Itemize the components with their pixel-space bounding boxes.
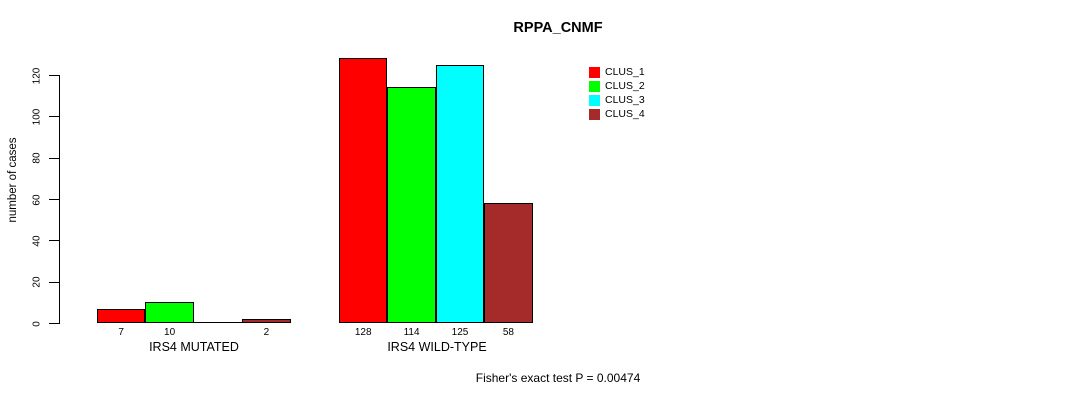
legend-swatch-clus-4-icon <box>589 108 600 120</box>
y-axis-tick-label: 80 <box>31 152 43 164</box>
bar-value-label: 10 <box>164 327 176 338</box>
y-axis-line <box>59 75 60 324</box>
bar-clus-1-irs4-mutated <box>97 308 146 323</box>
y-axis-tick <box>49 281 59 283</box>
y-axis-tick <box>49 199 59 200</box>
bar-value-label: 128 <box>354 327 372 338</box>
bar-value-label: 58 <box>502 327 514 338</box>
bar-clus-2-irs4-wild-type <box>387 87 436 323</box>
y-axis-tick <box>49 323 59 324</box>
legend-label-clus-2: CLUS_2 <box>605 80 645 92</box>
y-axis-tick-label: 40 <box>31 235 43 247</box>
bar-value-label: 2 <box>263 327 270 338</box>
legend-swatch-clus-2-icon <box>589 80 600 92</box>
legend-label-clus-4: CLUS_4 <box>605 108 645 120</box>
bar-value-label: 7 <box>118 327 124 338</box>
bar-clus-4-irs4-mutated <box>242 318 291 323</box>
x-group-label-mutated: IRS4 MUTATED <box>149 340 239 354</box>
bar-clus-3-irs4-wild-type <box>435 64 485 323</box>
y-axis-tick-label: 60 <box>31 193 43 206</box>
y-axis-tick-label: 100 <box>31 108 43 126</box>
bar-value-label: 114 <box>403 327 420 338</box>
y-axis-tick <box>49 157 59 159</box>
bar-clus-3-irs4-mutated-zero <box>193 322 243 323</box>
bar-clus-1-irs4-wild-type <box>339 58 388 323</box>
y-axis-tick-label: 0 <box>31 320 43 327</box>
legend-item-clus-3: CLUS_3 <box>589 93 645 107</box>
y-axis-tick <box>49 240 59 242</box>
legend-swatch-clus-3-icon <box>589 94 600 106</box>
bar-value-label: 125 <box>451 327 469 338</box>
legend-swatch-clus-1-icon <box>589 66 600 78</box>
bar-clus-2-irs4-mutated <box>145 302 194 323</box>
y-axis-tick-label: 120 <box>31 67 43 84</box>
y-axis-tick <box>49 116 59 118</box>
x-group-label-wildtype: IRS4 WILD-TYPE <box>387 340 487 354</box>
legend-label-clus-3: CLUS_3 <box>605 94 645 106</box>
chart-title: RPPA_CNMF <box>513 20 603 36</box>
legend-item-clus-1: CLUS_1 <box>589 65 645 79</box>
legend: CLUS_1 CLUS_2 CLUS_3 CLUS_4 <box>589 65 645 121</box>
legend-label-clus-1: CLUS_1 <box>605 66 645 78</box>
legend-item-clus-4: CLUS_4 <box>589 107 645 121</box>
bar-clus-4-irs4-wild-type <box>484 203 533 323</box>
y-axis-tick-label: 20 <box>31 276 43 288</box>
y-axis-tick <box>49 75 59 76</box>
legend-item-clus-2: CLUS_2 <box>589 79 645 93</box>
y-axis-label: number of cases <box>7 137 19 223</box>
stat-annotation: Fisher's exact test P = 0.00474 <box>475 371 641 385</box>
